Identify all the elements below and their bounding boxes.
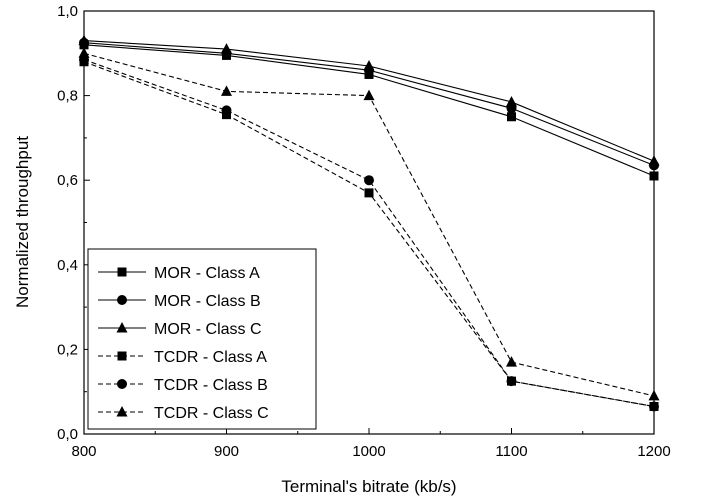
legend-box <box>87 248 317 430</box>
data-point <box>507 112 516 122</box>
data-point <box>649 171 659 181</box>
y-tick-label: 0,6 <box>57 172 78 189</box>
data-point <box>363 89 375 101</box>
data-point <box>364 188 374 198</box>
data-point <box>78 47 90 58</box>
data-point <box>649 401 659 412</box>
tick-labels: 800 900 1000 1100 1200 0,0 0,2 0,4 0,6 0,8 1,0 <box>57 3 671 460</box>
series-line <box>83 40 655 162</box>
legend-marker <box>117 295 127 305</box>
y-tick-label: 0,0 <box>57 426 78 443</box>
legend-item: MOR - Class C <box>98 321 262 338</box>
x-tick-label: 1100 <box>495 443 527 460</box>
data-point <box>506 95 517 107</box>
data-point <box>78 34 90 46</box>
data-point <box>648 155 660 166</box>
data-point <box>221 105 232 116</box>
data-point <box>364 175 374 186</box>
data-point <box>221 43 232 54</box>
y-axis-title: Normalized throughput <box>13 136 32 308</box>
legend-item: TCDR - Class A <box>98 349 267 366</box>
tick-marks <box>83 10 655 435</box>
series-mor-class-b <box>79 37 659 171</box>
legend: MOR - Class A MOR - Class B MOR - Class C T… <box>87 248 317 430</box>
data-point <box>506 356 517 367</box>
legend-item: TCDR - Class C <box>98 405 269 422</box>
legend-marker <box>117 351 127 361</box>
legend-items: MOR - Class A MOR - Class B MOR - Class C T… <box>98 265 269 422</box>
series-line <box>83 59 655 408</box>
x-axis-title: Terminal's bitrate (kb/s) <box>281 477 456 496</box>
x-tick-label: 800 <box>71 443 96 460</box>
y-tick-label: 0,4 <box>57 257 78 274</box>
legend-label: TCDR - Class A <box>154 349 267 366</box>
legend-item: TCDR - Class B <box>98 377 268 394</box>
x-tick-label: 1200 <box>637 443 670 460</box>
legend-item: MOR - Class B <box>98 293 261 310</box>
y-tick-label: 0,2 <box>57 341 78 358</box>
y-tick-label: 1,0 <box>57 3 78 20</box>
legend-label: MOR - Class B <box>154 293 261 310</box>
legend-marker <box>116 322 128 333</box>
legend-label: MOR - Class A <box>154 265 260 282</box>
data-point <box>506 376 517 387</box>
x-tick-label: 900 <box>214 443 239 460</box>
legend-marker <box>117 379 127 389</box>
series-mor-class-c <box>78 34 660 166</box>
legend-marker <box>117 267 127 277</box>
y-tick-label: 0,8 <box>57 88 78 105</box>
legend-label: TCDR - Class C <box>154 405 269 422</box>
data-point <box>221 85 232 96</box>
series-tcdr-class-c <box>78 47 660 401</box>
data-point <box>363 59 375 71</box>
legend-label: TCDR - Class B <box>154 377 268 394</box>
legend-label: MOR - Class C <box>154 321 262 338</box>
legend-item: MOR - Class A <box>98 265 260 282</box>
x-tick-label: 1000 <box>352 443 385 460</box>
legend-marker <box>116 406 128 417</box>
data-point <box>648 389 660 401</box>
series-layer <box>78 34 660 412</box>
